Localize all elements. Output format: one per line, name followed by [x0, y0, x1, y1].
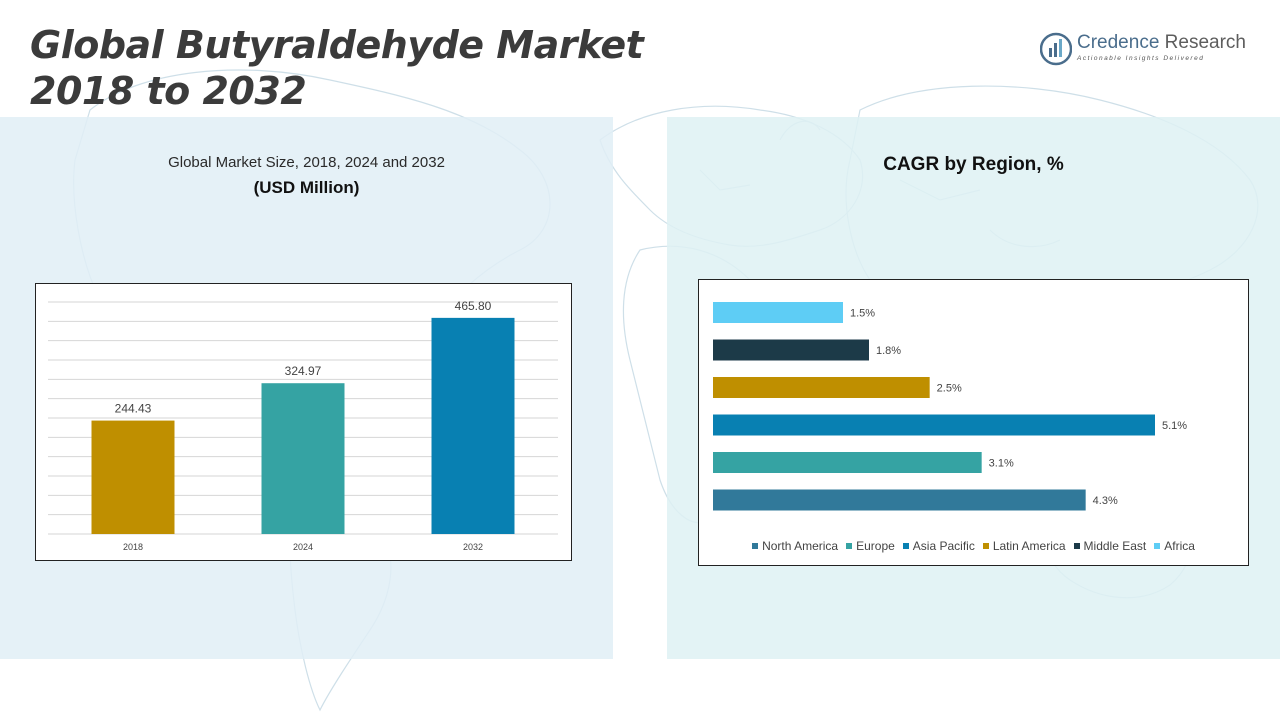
legend-item: Middle East: [1073, 539, 1147, 553]
bar-2018: [91, 420, 175, 534]
market-size-subtitle: Global Market Size, 2018, 2024 and 2032: [168, 154, 445, 171]
legend-label: Europe: [856, 539, 895, 553]
bar-value-label: 244.43: [115, 402, 152, 416]
market-size-unit: (USD Million): [253, 178, 360, 197]
market-size-chart: 244.43 2018 324.97 2024 465.80 2032: [35, 283, 572, 561]
legend-swatch: [1073, 543, 1080, 549]
legend-swatch: [902, 543, 909, 549]
hbar-europe: [713, 452, 982, 473]
hbar-middle-east: [713, 339, 869, 361]
logo-name-part2: Research: [1159, 32, 1246, 53]
hbar-africa: [713, 302, 843, 323]
cagr-legend: North America Europe Asia Pacific Latin Ame…: [699, 539, 1248, 553]
bar-value-label: 324.97: [285, 364, 322, 378]
market-size-chart-svg: 244.43 2018 324.97 2024 465.80 2032: [48, 299, 558, 552]
main-title-line2: 2018 to 2032: [30, 69, 307, 113]
legend-label: Latin America: [992, 539, 1066, 553]
x-tick-label: 2018: [123, 542, 143, 552]
x-tick-label: 2032: [463, 542, 483, 552]
hbar-value-label: 5.1%: [1162, 420, 1187, 432]
credence-logo: Credence Research Actionable Insights De…: [1040, 30, 1260, 70]
legend-swatch: [846, 543, 853, 549]
hbar-value-label: 1.5%: [850, 308, 875, 320]
cagr-chart: 1.5% 1.8% 2.5% 5.1% 3.1% 4.3% North America Eu…: [698, 279, 1249, 566]
cagr-title: CAGR by Region, %: [883, 154, 1064, 175]
legend-item: Latin America: [982, 539, 1066, 553]
logo-tagline: Actionable Insights Delivered: [1077, 55, 1205, 62]
legend-swatch: [1154, 543, 1161, 549]
logo-name: Credence Research: [1077, 32, 1246, 54]
hbar-asia-pacific: [713, 414, 1155, 436]
hbar-latin-america: [713, 377, 930, 398]
hbar-value-label: 2.5%: [937, 383, 962, 395]
legend-item: Europe: [846, 539, 895, 553]
bar-value-label: 465.80: [455, 299, 492, 313]
x-tick-label: 2024: [293, 542, 313, 552]
legend-label: North America: [762, 539, 839, 553]
legend-label: Africa: [1164, 539, 1195, 553]
logo-name-part1: Credence: [1077, 32, 1160, 53]
credence-logo-icon: [1040, 32, 1072, 66]
main-title: Global Butyraldehyde Market 2018 to 2032: [30, 22, 730, 114]
main-title-line1: Global Butyraldehyde Market: [30, 23, 644, 67]
legend-item: North America: [752, 539, 838, 553]
legend-item: Africa: [1154, 539, 1195, 553]
legend-label: Middle East: [1083, 539, 1147, 553]
hbar-value-label: 3.1%: [989, 458, 1014, 470]
cagr-chart-svg: 1.5% 1.8% 2.5% 5.1% 3.1% 4.3%: [713, 302, 1187, 511]
legend-item: Asia Pacific: [902, 539, 975, 553]
hbar-value-label: 1.8%: [876, 345, 901, 357]
legend-swatch: [752, 543, 759, 549]
legend-swatch: [982, 543, 989, 549]
bar-2032: [431, 317, 515, 534]
bar-2024: [261, 383, 345, 534]
legend-label: Asia Pacific: [912, 539, 975, 553]
hbar-value-label: 4.3%: [1093, 495, 1118, 507]
hbar-north-america: [713, 489, 1086, 511]
